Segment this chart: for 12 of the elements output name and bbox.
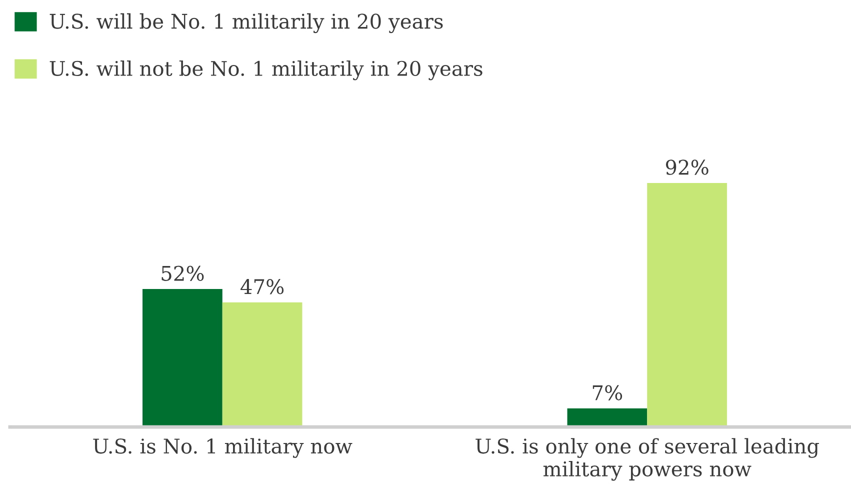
data-label: 47% bbox=[240, 279, 284, 294]
bar bbox=[222, 302, 302, 427]
data-label: 52% bbox=[162, 266, 204, 281]
data-label: 92% bbox=[666, 160, 708, 175]
bar bbox=[142, 289, 222, 427]
data-label: 7% bbox=[592, 385, 622, 400]
x-tick-label: U.S. is only one of several leading military powers now bbox=[476, 438, 819, 481]
bar bbox=[567, 408, 648, 427]
legend-label: U.S. will not be No. 1 militarily in 20 years bbox=[50, 60, 482, 80]
bar bbox=[647, 182, 727, 427]
legend-label: U.S. will be No. 1 militarily in 20 years bbox=[50, 13, 443, 34]
x-tick-label: U.S. is No. 1 military now bbox=[93, 438, 352, 458]
